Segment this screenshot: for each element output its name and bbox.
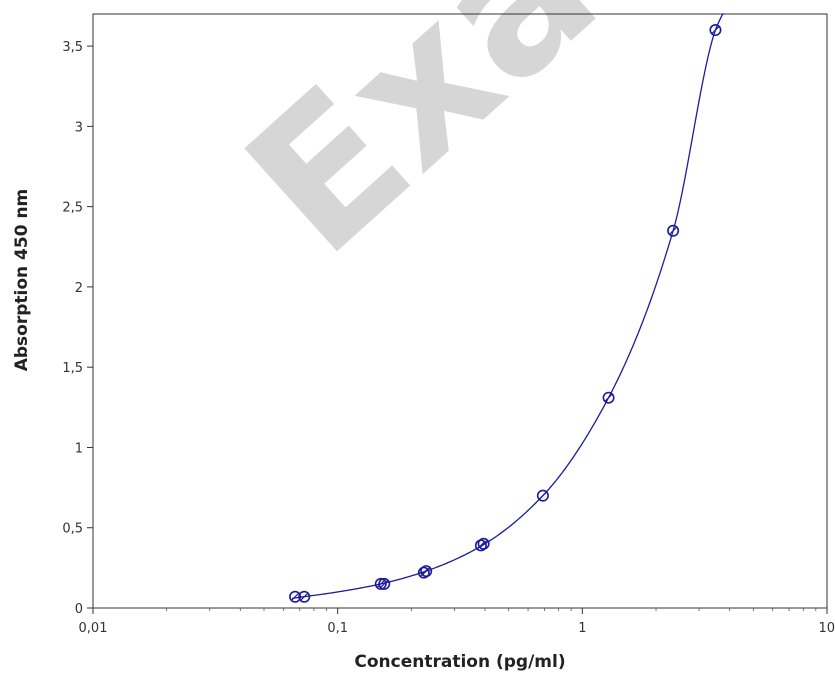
data-point-cross [422, 567, 431, 576]
y-tick-label: 1 [75, 441, 83, 456]
y-tick-label: 2,5 [62, 201, 83, 216]
y-axis-title: Absorption 450 nm [12, 189, 32, 372]
data-point-circle [374, 577, 387, 590]
data-point-circle [417, 566, 430, 579]
x-tick-label: 1 [578, 621, 586, 636]
data-point-circle [709, 24, 722, 37]
data-points [289, 24, 722, 603]
data-point [477, 537, 490, 550]
data-point [667, 224, 680, 237]
y-tick-label: 2 [75, 281, 83, 296]
data-point-cross [604, 393, 613, 402]
data-point-circle [536, 489, 549, 502]
y-tick-label: 0,5 [62, 522, 83, 537]
y-axis: 0 0,5 1 1,5 2 2,5 3 3,5 [62, 40, 93, 617]
data-point-cross [479, 539, 488, 548]
fit-curve [291, 13, 725, 600]
data-point-circle [602, 391, 615, 404]
data-point-cross [380, 579, 389, 588]
x-tick-label: 0,1 [327, 621, 348, 636]
data-point-cross [711, 25, 720, 35]
y-tick-label: 1,5 [62, 361, 83, 376]
x-axis-title: Concentration (pg/ml) [354, 652, 565, 672]
data-point-cross [300, 592, 309, 601]
data-point [536, 489, 549, 502]
data-point [298, 590, 311, 603]
data-point-cross [376, 579, 385, 588]
data-point-circle [667, 224, 680, 237]
data-point-circle [298, 590, 311, 603]
data-point-cross [476, 541, 485, 550]
watermark-text: Exa [206, 0, 637, 296]
y-tick-label: 3,5 [62, 40, 83, 55]
data-point-circle [378, 577, 391, 590]
x-tick-label: 10 [818, 621, 835, 636]
data-point-cross [538, 491, 547, 500]
data-point-cross [291, 592, 300, 601]
data-point [378, 577, 391, 590]
data-point [602, 391, 615, 404]
data-point-cross [669, 226, 678, 235]
data-point [420, 565, 433, 578]
x-tick-label: 0,01 [79, 621, 108, 636]
data-point-circle [420, 565, 433, 578]
data-point [289, 590, 302, 603]
y-tick-label: 0 [75, 602, 83, 617]
x-axis: 0,01 0,1 1 10 [79, 608, 835, 636]
data-point [709, 24, 722, 37]
data-point-circle [477, 537, 490, 550]
plot-area-frame [92, 13, 828, 609]
data-point-circle [289, 590, 302, 603]
data-point [374, 577, 387, 590]
y-tick-label: 3 [75, 120, 83, 135]
